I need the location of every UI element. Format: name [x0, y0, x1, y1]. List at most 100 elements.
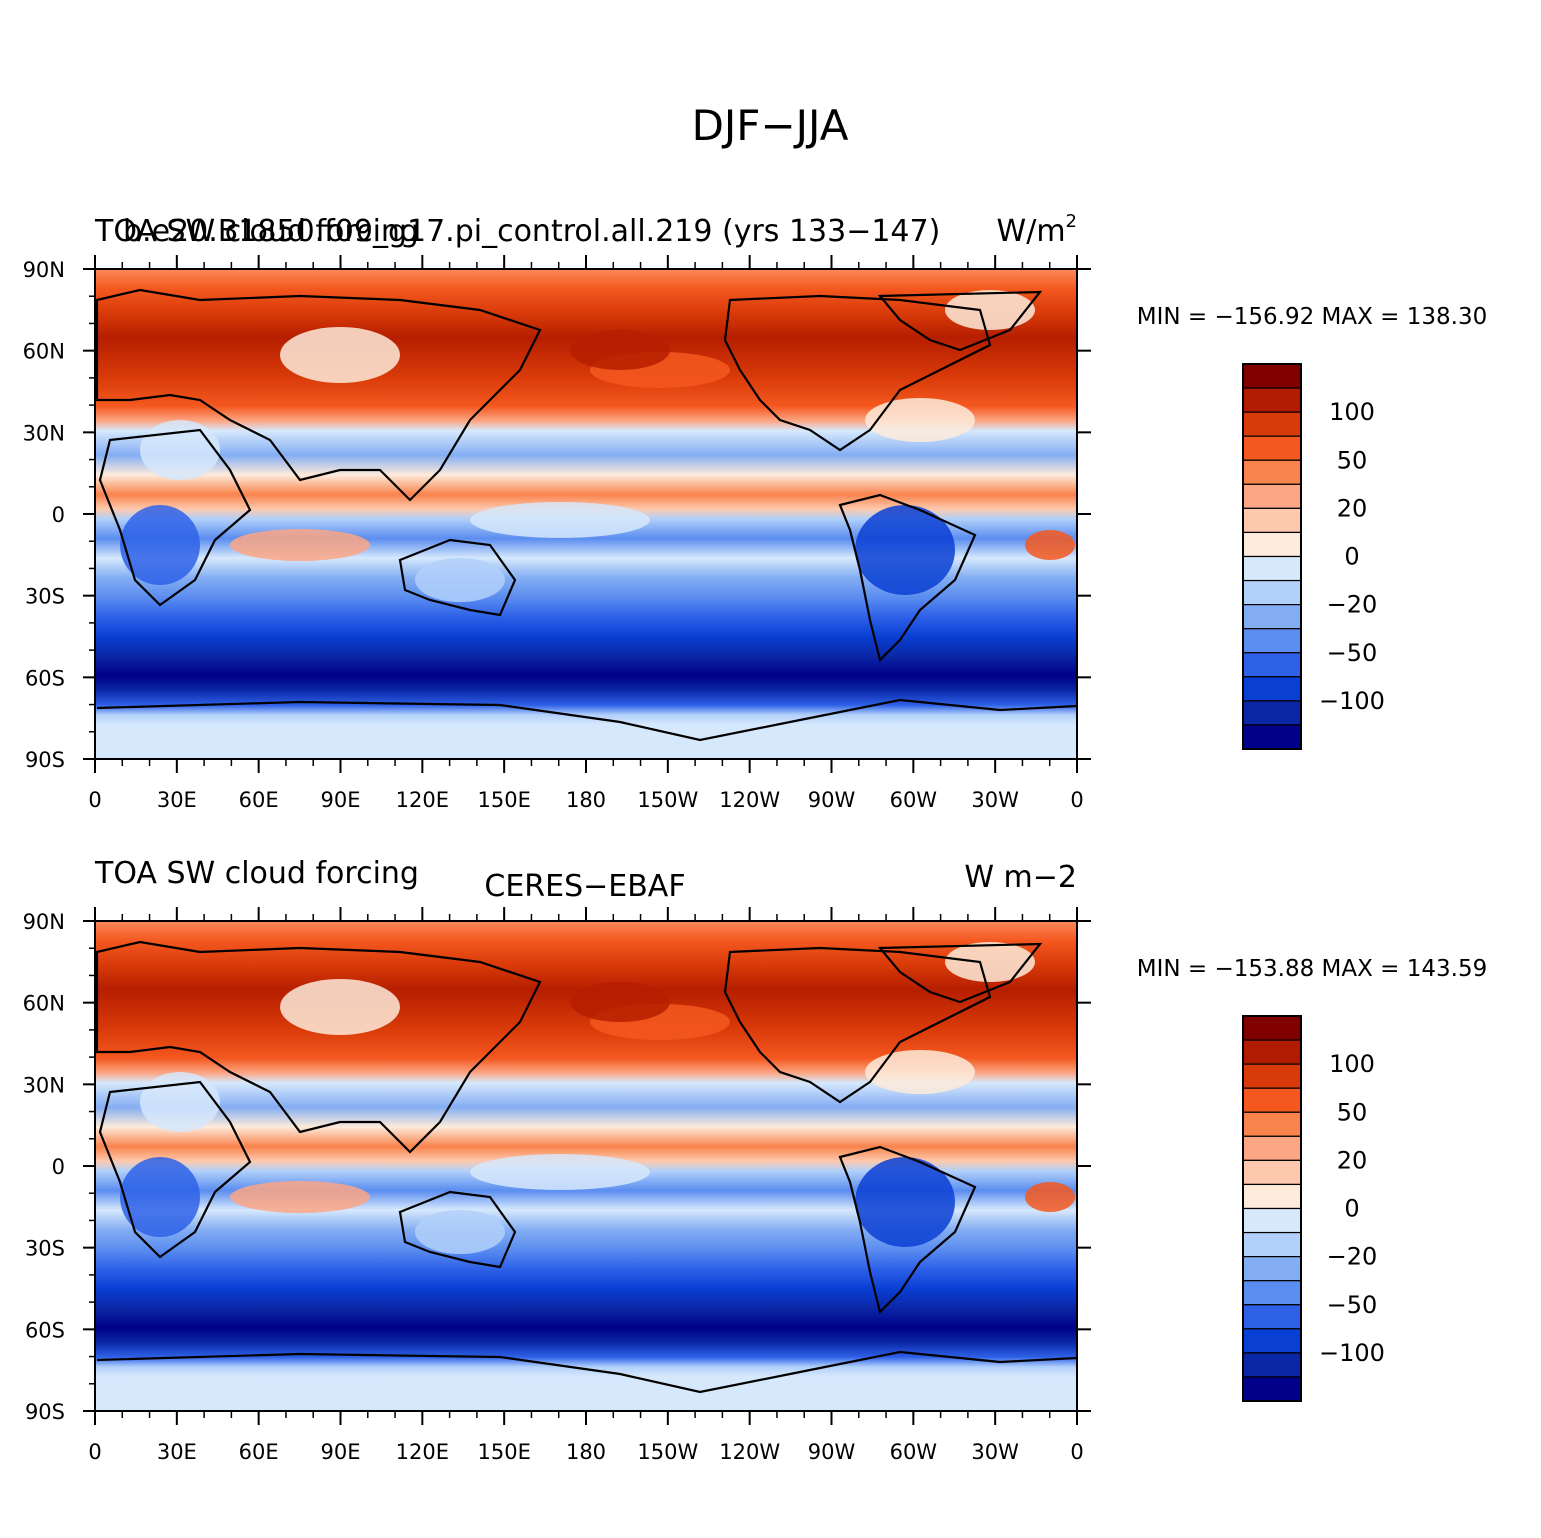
coastline-1	[98, 428, 252, 607]
field-patch-7	[855, 505, 955, 595]
colorbar-box	[1242, 1159, 1302, 1186]
coastline-3	[723, 294, 992, 452]
coastline-2	[398, 1190, 517, 1269]
field-patch-4	[470, 502, 650, 538]
colorbar-box	[1242, 1111, 1302, 1137]
coastline-6	[96, 698, 1077, 742]
field-patch-6	[120, 505, 200, 585]
lat-tick-label: 60S	[25, 666, 65, 690]
lon-tick-label: 0	[1070, 1440, 1083, 1464]
coastline-6	[96, 1350, 1077, 1394]
lon-tick-label: 0	[1070, 788, 1083, 812]
field-patch-8	[415, 1210, 505, 1254]
lon-tick-label: 120E	[396, 1440, 449, 1464]
colorbar-box	[1242, 604, 1302, 630]
colorbar-box	[1242, 1256, 1302, 1282]
colorbar-label: 0	[1344, 543, 1359, 571]
lon-tick-label: 90W	[808, 788, 856, 812]
lon-tick-label: 180	[566, 788, 606, 812]
colorbar-label: 50	[1337, 446, 1368, 474]
coastline-0	[95, 940, 542, 1154]
coastline-5	[838, 493, 977, 663]
colorbar-label: 20	[1337, 494, 1368, 522]
colorbar-box	[1242, 555, 1302, 582]
lon-tick-label: 120W	[719, 1440, 780, 1464]
field-patch-11	[1025, 1182, 1075, 1212]
colorbar-box	[1242, 1328, 1302, 1354]
field-patch-3	[865, 398, 975, 442]
colorbar-box	[1242, 1183, 1302, 1210]
coastline-4	[877, 942, 1043, 1004]
field-patch-11	[1025, 530, 1075, 560]
lon-tick-label: 60W	[890, 1440, 938, 1464]
colorbar-frame	[1242, 363, 1302, 750]
lon-tick-label: 180	[566, 1440, 606, 1464]
colorbar-box	[1242, 652, 1302, 678]
colorbar-frame	[1242, 1015, 1302, 1402]
field-patch-5	[230, 529, 370, 561]
field-patch-0	[280, 979, 400, 1035]
field-layer	[95, 921, 1077, 1411]
lon-tick-label: 90E	[321, 788, 361, 812]
lon-tick-label: 120E	[396, 788, 449, 812]
panel-left-title-overlap: TOA SW cloud forcing	[94, 214, 419, 249]
lon-tick-label: 0	[88, 788, 101, 812]
panel-left-title: TOA SW cloud forcing	[94, 856, 419, 891]
colorbar-label: 50	[1337, 1098, 1368, 1126]
colorbar-box	[1242, 411, 1302, 437]
lon-tick-label: 60E	[239, 788, 279, 812]
lat-tick-label: 90S	[25, 748, 65, 772]
colorbar-box	[1242, 483, 1302, 509]
colorbar-box	[1242, 1207, 1302, 1234]
lon-tick-label: 120W	[719, 788, 780, 812]
colorbar-label: −50	[1327, 639, 1378, 667]
coastlines	[95, 288, 1077, 742]
colorbar-box	[1242, 676, 1302, 702]
coastline-1	[98, 1080, 252, 1259]
lat-tick-label: 30S	[25, 1237, 65, 1261]
colorbar-label: 20	[1337, 1146, 1368, 1174]
colorbar-box	[1242, 1352, 1302, 1378]
colorbar-label: −20	[1327, 1243, 1378, 1271]
lat-tick-label: 30S	[25, 585, 65, 609]
colorbar: 100 50 20 0 −20 −50 −100	[1242, 363, 1385, 750]
figure-title: DJF−JJA	[692, 101, 849, 150]
colorbar-box	[1242, 363, 1302, 389]
coastlines	[95, 940, 1077, 1394]
lon-tick-label: 0	[88, 1440, 101, 1464]
field-patch-1	[140, 420, 220, 480]
colorbar-box	[1242, 387, 1302, 413]
lon-tick-label: 30E	[157, 788, 197, 812]
lat-tick-label: 60S	[25, 1318, 65, 1342]
lon-tick-label: 90W	[808, 1440, 856, 1464]
lat-tick-label: 0	[52, 1155, 65, 1179]
colorbar-box	[1242, 1231, 1302, 1258]
lon-tick-label: 150E	[477, 1440, 530, 1464]
lat-tick-label: 60N	[23, 992, 65, 1016]
field-patch-10	[570, 330, 670, 370]
lat-tick-label: 90N	[23, 258, 65, 282]
lon-tick-label: 150W	[637, 1440, 698, 1464]
colorbar-label: −20	[1327, 591, 1378, 619]
lat-tick-label: 30N	[23, 1073, 65, 1097]
min-max-label: MIN = −156.92 MAX = 138.30	[1137, 304, 1488, 330]
colorbar-label: −100	[1319, 687, 1385, 715]
field-patch-9	[945, 290, 1035, 330]
colorbar-box	[1242, 579, 1302, 606]
colorbar-box	[1242, 531, 1302, 558]
panel-center-title: CERES−EBAF	[484, 869, 685, 904]
colorbar-box	[1242, 1087, 1302, 1113]
coastline-0	[95, 288, 542, 502]
colorbar-label: 100	[1329, 398, 1375, 426]
colorbar-box	[1242, 628, 1302, 654]
colorbar-box	[1242, 507, 1302, 534]
colorbar-label: −50	[1327, 1291, 1378, 1319]
coastline-5	[838, 1145, 977, 1315]
field-patch-10	[570, 982, 670, 1022]
panel-left-title: b.e20.B1850.f09_g17.pi_control.all.219 (…	[123, 214, 940, 249]
field-patch-0	[280, 327, 400, 383]
lon-tick-label: 150E	[477, 788, 530, 812]
colorbar-box	[1242, 435, 1302, 461]
lon-tick-label: 90E	[321, 1440, 361, 1464]
lon-tick-label: 30W	[971, 1440, 1019, 1464]
